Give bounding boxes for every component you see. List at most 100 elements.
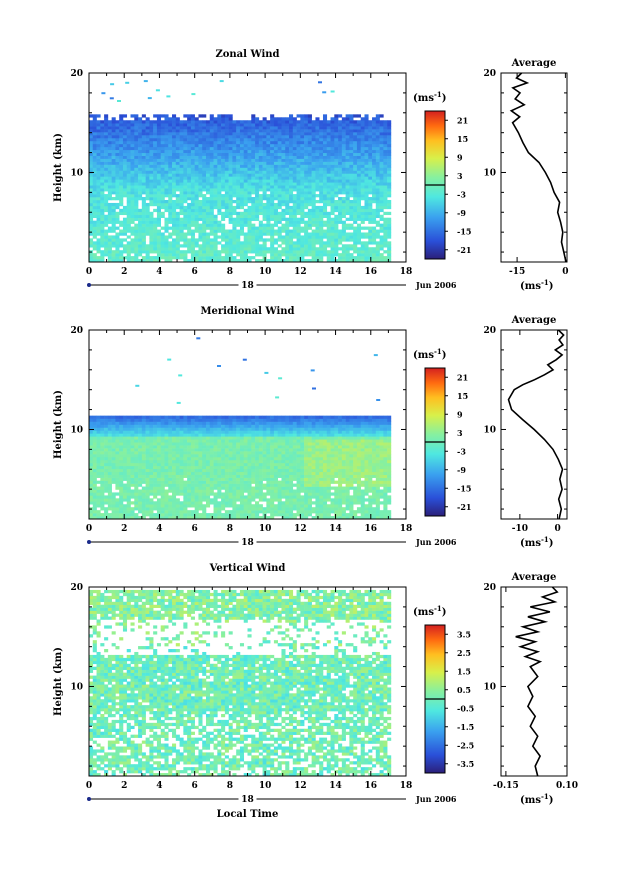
zonal-cell	[236, 247, 241, 251]
meridional-cell	[190, 483, 195, 487]
zonal-cell	[277, 256, 282, 260]
zonal-cell	[311, 176, 316, 180]
zonal-cell	[115, 247, 120, 251]
zonal-cell	[168, 232, 173, 236]
meridional-cell	[134, 501, 139, 505]
zonal-cell	[96, 179, 101, 183]
zonal-cell	[134, 256, 139, 260]
zonal-cell	[300, 152, 305, 156]
zonal-cell	[221, 229, 226, 233]
zonal-cell	[134, 238, 139, 242]
zonal-cell	[164, 182, 169, 186]
zonal-cell	[368, 250, 373, 254]
zonal-cell	[330, 250, 335, 254]
zonal-cell	[368, 155, 373, 159]
zonal-cell	[326, 158, 331, 162]
zonal-cell	[96, 211, 101, 216]
zonal-cell	[111, 241, 116, 245]
zonal-cell	[232, 179, 237, 183]
zonal-cell	[330, 167, 335, 171]
zonal-cell	[190, 164, 195, 168]
meridional-cell	[122, 498, 128, 502]
zonal-cell	[338, 188, 343, 192]
meridional-cell	[100, 418, 105, 422]
zonal-cell	[111, 226, 116, 230]
zonal-cell	[270, 214, 275, 218]
zonal-cell	[334, 182, 339, 186]
zonal-cell	[307, 173, 312, 177]
zonal-cell	[379, 149, 384, 154]
meridional-cell	[153, 459, 158, 464]
zonal-cell	[311, 140, 316, 145]
meridional-cell	[122, 468, 128, 473]
zonal-cell	[172, 220, 177, 224]
zonal-cell	[187, 247, 192, 251]
zonal-cell	[183, 176, 188, 180]
zonal-cell	[134, 232, 139, 236]
zonal-cell	[334, 117, 339, 121]
zonal-cell	[311, 155, 316, 159]
zonal-cell	[334, 146, 339, 151]
zonal-cell	[175, 256, 180, 260]
meridional-cell	[134, 424, 139, 428]
zonal-cell	[341, 158, 346, 162]
meridional-cell	[213, 445, 218, 449]
zonal-cell	[236, 173, 241, 177]
zonal-cell	[277, 250, 282, 254]
zonal-cell	[368, 241, 373, 245]
meridional-cell	[209, 486, 214, 490]
meridional-cell	[92, 421, 97, 425]
zonal-cell	[364, 259, 369, 263]
zonal-cell	[322, 244, 328, 248]
zonal-cell	[156, 202, 161, 207]
zonal-cell	[251, 158, 256, 162]
zonal-cell	[315, 211, 320, 216]
meridional-cell	[100, 477, 105, 481]
meridional-cell	[205, 433, 211, 437]
zonal-cell	[387, 259, 392, 263]
zonal-cell	[183, 123, 188, 127]
meridional-cell	[89, 451, 94, 455]
zonal-cell	[255, 149, 260, 154]
zonal-cell	[330, 155, 335, 159]
zonal-cell	[273, 202, 278, 207]
meridional-cell	[168, 436, 173, 440]
zonal-cell	[221, 173, 226, 177]
zonal-cell	[360, 161, 365, 165]
meridional-cell	[198, 439, 203, 443]
zonal-cell	[232, 208, 237, 213]
zonal-cell	[232, 135, 237, 139]
zonal-cell	[89, 229, 94, 233]
zonal-cell	[270, 235, 275, 239]
zonal-cell	[104, 202, 109, 207]
zonal-cell	[364, 256, 369, 260]
zonal-cell	[330, 158, 335, 162]
zonal-cell	[134, 226, 139, 230]
zonal-cell	[258, 205, 263, 210]
zonal-cell	[194, 155, 199, 159]
zonal-cell	[205, 126, 211, 130]
meridional-cell	[164, 468, 169, 473]
zonal-cell	[345, 194, 350, 198]
zonal-cell	[205, 123, 211, 127]
zonal-cell	[311, 161, 316, 165]
zonal-cell	[111, 120, 116, 124]
zonal-cell	[183, 161, 188, 165]
zonal-cell	[183, 137, 188, 142]
meridional-cell	[194, 445, 199, 449]
zonal-cell	[307, 155, 312, 159]
zonal-cell	[228, 137, 233, 142]
zonal-cell	[341, 199, 346, 204]
zonal-cell	[149, 161, 154, 165]
zonal-cell	[239, 173, 245, 177]
zonal-cell	[164, 256, 169, 260]
zonal-cell	[239, 149, 245, 154]
zonal-cell	[194, 208, 199, 213]
zonal-cell	[96, 229, 101, 233]
meridional-cell	[134, 442, 139, 446]
zonal-cell	[96, 161, 101, 165]
zonal-cell	[322, 188, 328, 192]
zonal-cell	[141, 226, 146, 230]
zonal-cell	[353, 167, 358, 171]
zonal-cell	[338, 208, 343, 213]
